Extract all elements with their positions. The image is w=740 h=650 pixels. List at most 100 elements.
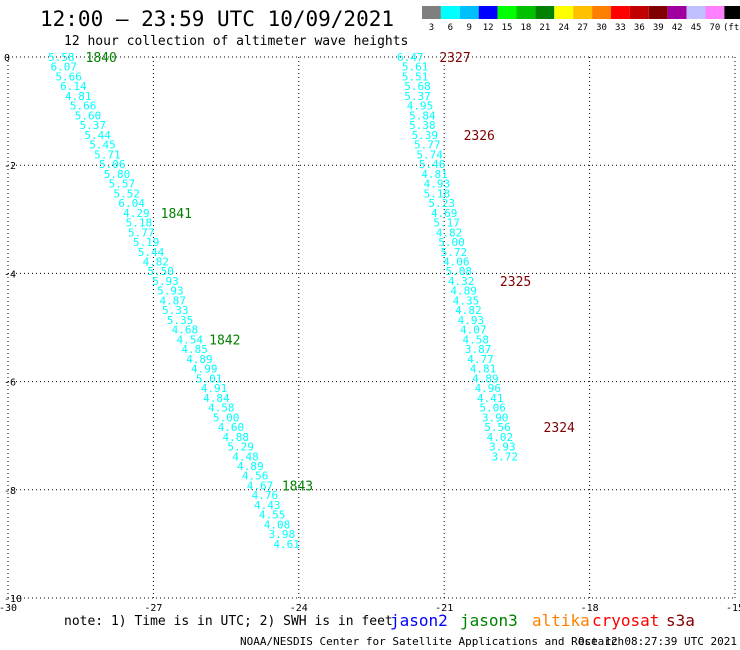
swh-value: 4.88	[223, 431, 250, 444]
orbit-number-label: 2324	[544, 421, 575, 436]
orbit-number-label: 2325	[500, 275, 531, 290]
map-subtitle: 12 hour collection of altimeter wave hei…	[64, 34, 408, 49]
swh-value: 5.80	[104, 168, 131, 181]
swh-value: 5.68	[404, 80, 431, 93]
legend-swatch	[535, 6, 555, 19]
swh-value: 6.04	[118, 197, 145, 210]
swh-value: 5.35	[167, 314, 194, 327]
swh-value: 4.93	[424, 178, 451, 191]
swh-value: 5.37	[80, 119, 107, 132]
swh-value: 5.18	[424, 187, 451, 200]
swh-value: 5.06	[479, 402, 506, 415]
satellite-name: jason2	[390, 611, 448, 630]
satellite-name: jason3	[460, 611, 518, 630]
altimeter-tracks: 5.586.075.666.144.815.665.605.375.445.45…	[48, 51, 518, 551]
swh-value: 4.55	[259, 509, 286, 522]
legend-label: 27	[577, 23, 588, 33]
legend-swatch	[629, 6, 649, 19]
orbit-number-label: 2326	[464, 129, 495, 144]
swh-value: 4.89	[237, 460, 264, 473]
satellite-name: cryosat	[592, 611, 659, 630]
swh-value: 5.61	[402, 61, 429, 74]
satellite-name: s3a	[666, 611, 695, 630]
swh-value: 5.52	[113, 187, 140, 200]
swh-value: 5.39	[412, 129, 439, 142]
swh-value: 3.90	[482, 411, 509, 424]
swh-value: 5.00	[213, 411, 240, 424]
legend-label: 12	[483, 23, 494, 33]
legend-swatch	[497, 6, 517, 19]
swh-value: 5.38	[409, 119, 436, 132]
legend-label: 39	[653, 23, 664, 33]
swh-value: 5.00	[438, 236, 465, 249]
y-tick-label: -2	[4, 161, 16, 172]
legend-swatch	[705, 6, 725, 19]
legend-label: 18	[521, 23, 532, 33]
swh-value: 4.81	[65, 90, 92, 103]
swh-value: 4.87	[160, 294, 187, 307]
swh-value: 4.89	[450, 285, 477, 298]
swh-value: 5.56	[484, 421, 511, 434]
legend-swatch	[686, 6, 706, 19]
x-tick-label: -27	[144, 603, 162, 614]
legend-swatch	[440, 6, 460, 19]
legend-swatch	[611, 6, 630, 19]
legend-swatch	[478, 6, 498, 19]
y-tick-label: -8	[4, 486, 16, 497]
legend-swatch	[573, 6, 593, 19]
x-tick-label: -18	[581, 603, 599, 614]
swh-value: 5.44	[84, 129, 111, 142]
orbit-number-label: 1843	[282, 479, 313, 494]
swh-value: 4.56	[242, 470, 269, 483]
swh-value: 4.32	[448, 275, 475, 288]
swh-value: 5.46	[419, 158, 446, 171]
footer-credit: NOAA/NESDIS Center for Satellite Applica…	[240, 635, 624, 648]
swh-value: 4.82	[455, 304, 482, 317]
orbit-number-label: 1842	[209, 333, 240, 348]
y-tick-label: -6	[4, 378, 16, 389]
legend-label: 36	[634, 23, 645, 33]
orbit-number-label: 1840	[86, 51, 117, 66]
swh-value: 5.58	[48, 51, 75, 64]
legend-swatch	[592, 6, 611, 19]
swh-value: 4.81	[421, 168, 448, 181]
y-tick-label: -4	[4, 269, 16, 280]
legend-label: 70	[710, 23, 721, 33]
swh-value: 5.50	[147, 265, 174, 278]
legend-label: 42	[672, 23, 683, 33]
swh-value: 5.33	[162, 304, 189, 317]
legend-label: 24	[558, 23, 569, 33]
swh-value: 5.57	[109, 178, 136, 191]
swh-value: 4.85	[181, 343, 208, 356]
orbit-number-label: 2327	[439, 51, 470, 66]
legend-label: 6	[448, 23, 453, 33]
legend-swatch	[516, 6, 536, 19]
orbit-number-label: 1841	[161, 207, 192, 222]
swh-value: 4.91	[201, 382, 228, 395]
legend-label: 3	[429, 23, 434, 33]
axis-tick-labels: -30 -27 -24 -21 -18 -15 0 -2 -4 -6 -8 -10	[0, 53, 740, 614]
swh-value: 5.66	[55, 70, 82, 83]
swh-value: 4.77	[467, 353, 494, 366]
swh-value: 4.89	[186, 353, 213, 366]
swh-value: 3.87	[465, 343, 492, 356]
swh-value: 4.84	[203, 392, 230, 405]
swh-value: 5.01	[196, 372, 223, 385]
swh-value: 4.41	[477, 392, 504, 405]
swh-value: 4.43	[254, 499, 281, 512]
swh-value: 5.08	[445, 265, 472, 278]
legend-swatch	[422, 6, 441, 19]
swh-value: 4.82	[143, 255, 170, 268]
swh-value: 3.72	[492, 450, 519, 463]
swh-value: 3.93	[489, 441, 516, 454]
swh-value: 5.71	[94, 148, 121, 161]
swh-value: 4.69	[431, 207, 458, 220]
swh-value: 5.18	[126, 217, 153, 230]
legend-swatch	[648, 6, 668, 19]
swh-value: 5.93	[157, 285, 184, 298]
legend-label: 45	[691, 23, 702, 33]
swh-value: 6.07	[50, 61, 77, 74]
map-title: 12:00 – 23:59 UTC 10/09/2021	[40, 7, 394, 31]
